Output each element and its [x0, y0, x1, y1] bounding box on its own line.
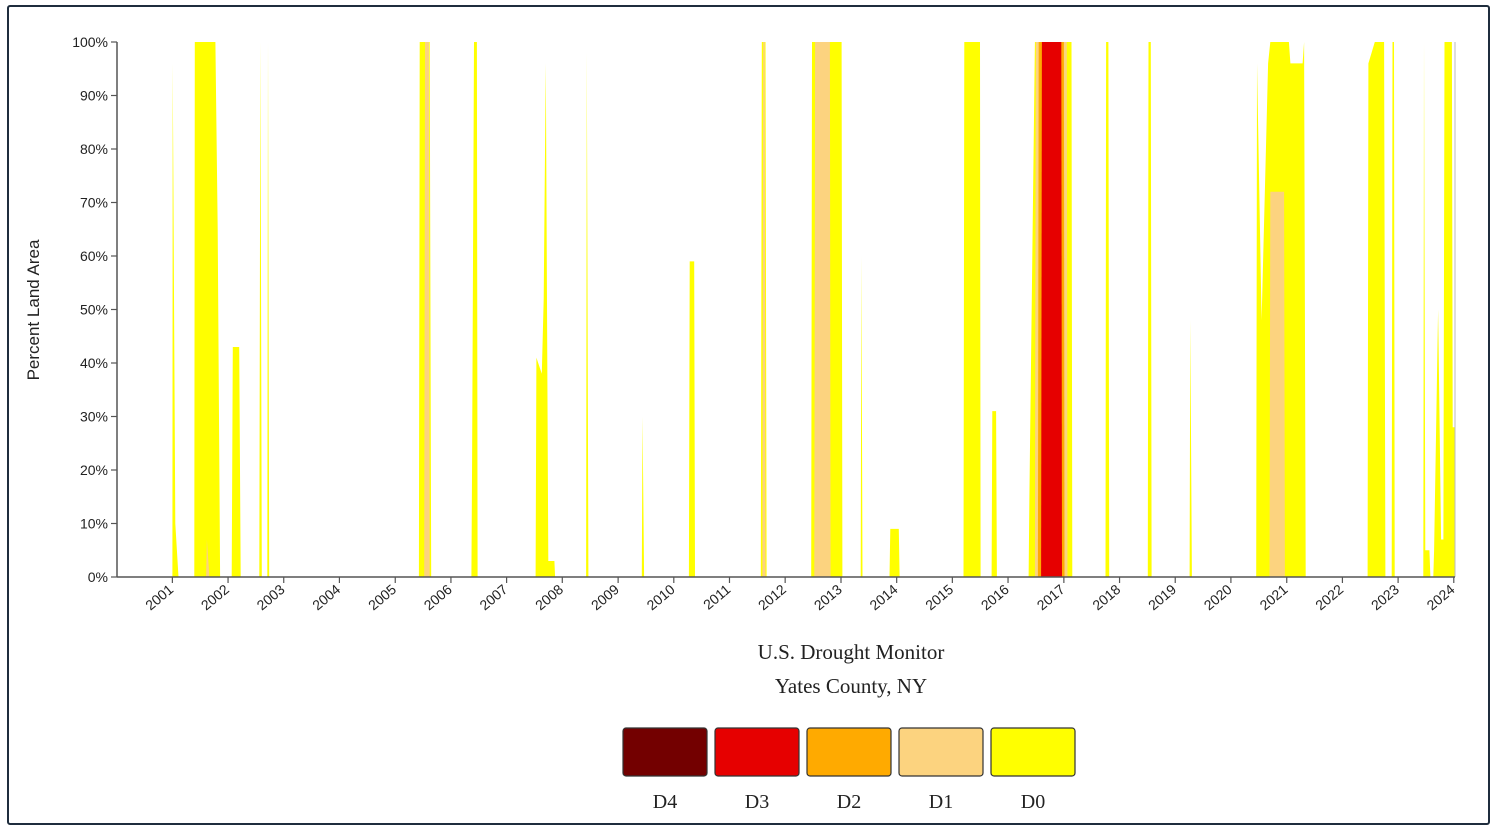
legend-swatch-d1: [898, 727, 984, 777]
x-tick-label: 2001: [142, 581, 176, 613]
x-tick-label: 2006: [421, 581, 455, 613]
plot-area: [172, 42, 1455, 577]
x-tick-label: 2013: [811, 581, 845, 613]
x-tick-label: 2007: [476, 581, 510, 613]
legend-label-d3: D3: [745, 791, 769, 809]
legend-label-d0: D0: [1021, 791, 1045, 809]
x-tick-label: 2020: [1201, 581, 1235, 613]
x-tick-label: 2016: [978, 581, 1012, 613]
x-tick-label: 2012: [755, 581, 789, 613]
legend-label-d2: D2: [837, 791, 861, 809]
y-tick-label: 0%: [88, 569, 108, 585]
x-tick-label: 2014: [866, 581, 900, 613]
legend-swatch-d0: [990, 727, 1076, 777]
y-tick-label: 10%: [80, 516, 108, 532]
x-tick-label: 2004: [309, 581, 343, 613]
y-tick-label: 50%: [80, 302, 108, 318]
x-tick-label: 2021: [1257, 581, 1291, 613]
x-tick-label: 2017: [1034, 581, 1068, 613]
y-tick-label: 90%: [80, 88, 108, 104]
y-tick-label: 80%: [80, 141, 108, 157]
legend-label-d4: D4: [653, 791, 677, 809]
legend: D4 D3 D2 D1 D0: [622, 727, 1076, 809]
x-tick-label: 2009: [588, 581, 622, 613]
x-tick-label: 2003: [254, 581, 288, 613]
chart-title: U.S. Drought Monitor: [758, 640, 945, 664]
legend-swatch-d3: [714, 727, 800, 777]
x-tick-label: 2002: [198, 581, 232, 613]
y-tick-label: 100%: [72, 34, 108, 50]
x-tick-label: 2008: [532, 581, 566, 613]
y-tick-label: 70%: [80, 195, 108, 211]
legend-swatch-d2: [806, 727, 892, 777]
y-tick-label: 60%: [80, 248, 108, 264]
y-axis-label: Percent Land Area: [24, 239, 43, 380]
area-d1: [206, 42, 1285, 577]
x-tick-label: 2022: [1312, 581, 1346, 613]
x-tick-label: 2011: [700, 581, 734, 613]
x-tick-label: 2018: [1089, 581, 1123, 613]
legend-swatch-d4: [622, 727, 708, 777]
x-tick-label: 2010: [644, 581, 678, 613]
y-tick-label: 20%: [80, 462, 108, 478]
x-tick-label: 2019: [1145, 581, 1179, 613]
chart-frame: [7, 5, 1490, 825]
chart-subtitle: Yates County, NY: [775, 674, 927, 698]
area-d3: [1041, 42, 1062, 577]
x-tick-label: 2023: [1368, 581, 1402, 613]
y-tick-label: 30%: [80, 409, 108, 425]
x-tick-label: 2024: [1424, 581, 1458, 613]
x-tick-label: 2015: [922, 581, 956, 613]
area-d0: [172, 42, 1455, 577]
y-tick-label: 40%: [80, 355, 108, 371]
legend-label-d1: D1: [929, 791, 953, 809]
x-tick-label: 2005: [365, 581, 399, 613]
